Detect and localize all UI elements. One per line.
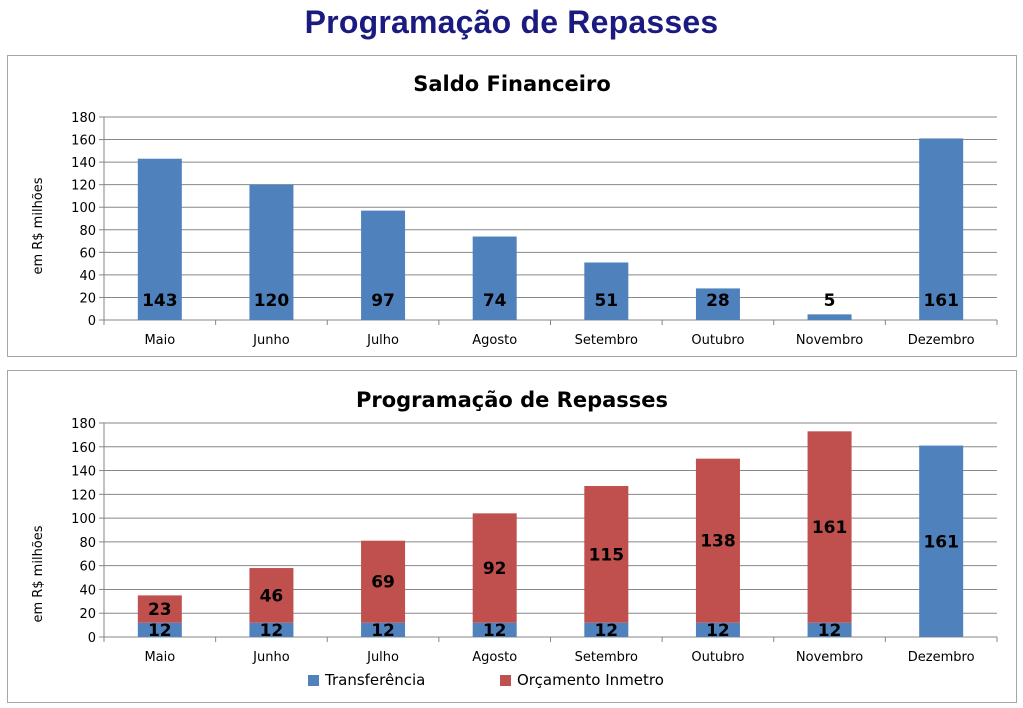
data-label-transferencia: 12 (594, 621, 618, 641)
bar (807, 314, 852, 320)
y-tick-label: 60 (79, 246, 96, 261)
data-label-orcamento: 23 (148, 600, 172, 620)
x-tick-label: Junho (252, 650, 290, 665)
bar (249, 184, 294, 320)
x-tick-label: Outubro (691, 333, 744, 348)
data-label-transferencia: 161 (923, 532, 959, 552)
y-tick-label: 160 (71, 134, 96, 149)
y-axis-label: em R$ milhões (31, 525, 46, 622)
page-title: Programação de Repasses (304, 4, 719, 40)
chart-title: Saldo Financeiro (413, 72, 611, 96)
bar-orcamento (472, 513, 517, 623)
bar (137, 158, 182, 320)
y-axis-label: em R$ milhões (31, 177, 46, 274)
bar (919, 138, 964, 320)
data-label-transferencia: 12 (818, 621, 842, 641)
data-label: 143 (142, 291, 178, 311)
bar-orcamento (584, 486, 629, 623)
y-tick-label: 180 (71, 111, 96, 126)
y-tick-label: 80 (79, 536, 96, 551)
bar-transferencia (249, 622, 294, 637)
bar-transferencia (137, 622, 182, 637)
x-tick-label: Maio (144, 650, 175, 665)
x-tick-label: Julho (366, 650, 399, 665)
y-tick-label: 140 (71, 465, 96, 480)
y-tick-label: 0 (88, 631, 96, 646)
legend-swatch-orcamento (500, 675, 511, 686)
bar-orcamento (807, 431, 852, 623)
x-tick-label: Setembro (575, 333, 638, 348)
y-tick-label: 60 (79, 560, 96, 575)
data-label: 120 (254, 291, 290, 311)
bar-transferencia (584, 622, 629, 637)
chart-title: Programação de Repasses (356, 388, 668, 412)
bar (695, 288, 740, 320)
bar-orcamento (249, 568, 294, 623)
y-tick-label: 180 (71, 417, 96, 432)
bar-transferencia (472, 622, 517, 637)
data-label-transferencia: 12 (260, 621, 284, 641)
data-label-orcamento: 138 (700, 532, 736, 552)
y-tick-label: 0 (88, 314, 96, 329)
data-label-orcamento: 69 (371, 573, 395, 593)
bar-orcamento (695, 458, 740, 623)
data-label-orcamento: 46 (260, 586, 284, 606)
data-label: 161 (923, 291, 959, 311)
bar-transferencia (807, 622, 852, 637)
y-tick-label: 40 (79, 583, 96, 598)
x-tick-label: Junho (252, 333, 290, 348)
x-tick-label: Novembro (796, 650, 863, 665)
bar-transferencia (361, 622, 406, 637)
data-label: 5 (824, 291, 836, 311)
y-tick-label: 40 (79, 269, 96, 284)
y-tick-label: 20 (79, 607, 96, 622)
saldo-financeiro-chart: Saldo Financeiro em R$ milhões 0 20 40 60 80… (7, 55, 1017, 357)
y-tick-label: 20 (79, 291, 96, 306)
data-label-orcamento: 115 (589, 545, 625, 565)
legend-label-transferencia: Transferência (324, 671, 425, 689)
bar (361, 210, 406, 320)
legend-swatch-transferencia (308, 675, 319, 686)
y-tick-label: 100 (71, 201, 96, 216)
y-tick-label: 120 (71, 179, 96, 194)
x-tick-label: Maio (144, 333, 175, 348)
data-label-transferencia: 12 (706, 621, 730, 641)
programacao-repasses-chart: Programação de Repasses em R$ milhões Tr… (7, 370, 1017, 703)
bar (472, 236, 517, 320)
y-tick-label: 140 (71, 156, 96, 171)
bar (584, 262, 629, 320)
x-tick-label: Setembro (575, 650, 638, 665)
data-label: 28 (706, 291, 730, 311)
x-tick-label: Agosto (472, 333, 517, 348)
bar-transferencia (695, 622, 740, 637)
data-label: 51 (594, 291, 618, 311)
x-tick-label: Novembro (796, 333, 863, 348)
data-label-transferencia: 12 (483, 621, 507, 641)
y-tick-label: 160 (71, 441, 96, 456)
x-tick-label: Dezembro (908, 650, 975, 665)
data-label-orcamento: 92 (483, 559, 507, 579)
data-label-transferencia: 12 (371, 621, 395, 641)
saldo-financeiro-svg: Saldo Financeiro em R$ milhões 0 20 40 60 80… (31, 72, 998, 348)
legend: Transferência Orçamento Inmetro (308, 671, 664, 689)
x-tick-label: Outubro (691, 650, 744, 665)
y-tick-label: 80 (79, 224, 96, 239)
x-tick-label: Dezembro (908, 333, 975, 348)
data-label: 74 (483, 291, 507, 311)
bar-orcamento (137, 595, 182, 623)
x-tick-label: Julho (366, 333, 399, 348)
x-tick-label: Agosto (472, 650, 517, 665)
data-label-orcamento: 161 (812, 518, 848, 538)
bar-transferencia (919, 445, 964, 637)
bar-orcamento (361, 540, 406, 623)
y-tick-label: 120 (71, 488, 96, 503)
programacao-repasses-svg: Programação de Repasses em R$ milhões Tr… (31, 388, 998, 689)
legend-label-orcamento: Orçamento Inmetro (517, 671, 664, 689)
y-tick-label: 100 (71, 512, 96, 527)
data-label: 97 (371, 291, 395, 311)
data-label-transferencia: 12 (148, 621, 172, 641)
